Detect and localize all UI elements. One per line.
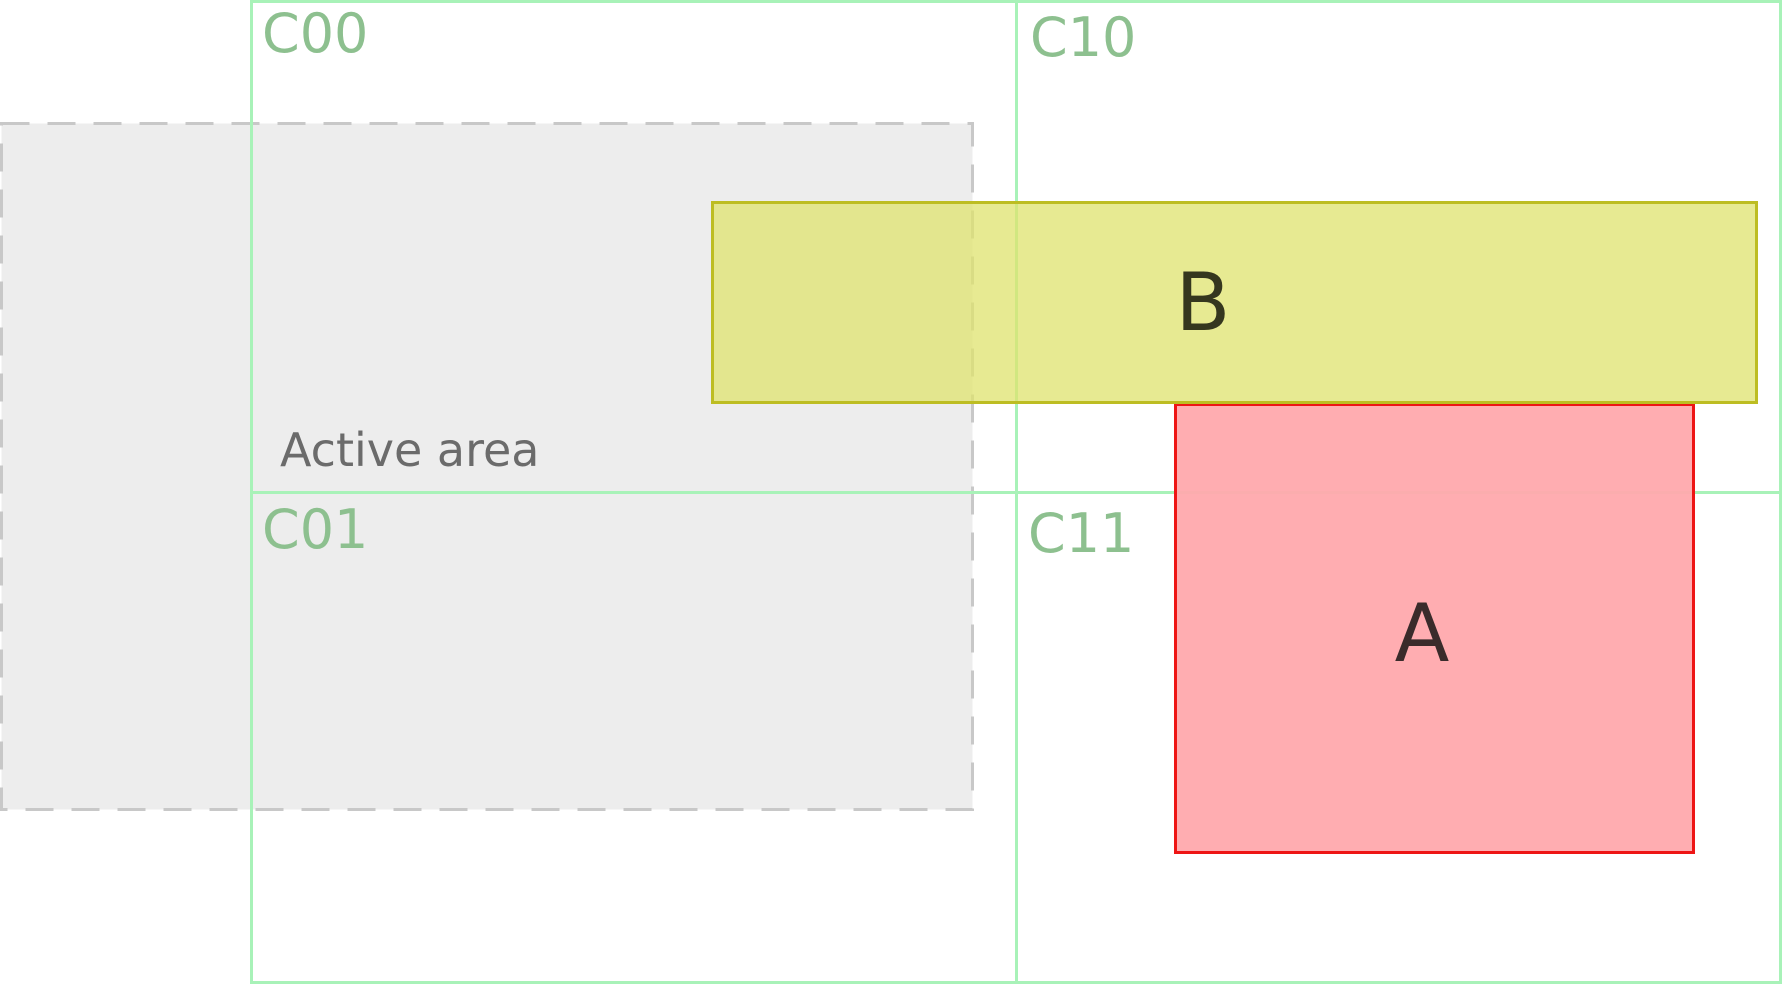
box-a: [1174, 403, 1695, 854]
cell-label-c01: C01: [262, 498, 368, 561]
box-b-label: B: [1176, 256, 1231, 349]
box-a-label: A: [1395, 587, 1450, 680]
active-area-label: Active area: [280, 423, 540, 477]
box-b: [711, 201, 1758, 404]
cell-label-c11: C11: [1028, 502, 1134, 565]
cell-label-c00: C00: [262, 2, 368, 65]
cell-label-c10: C10: [1030, 6, 1136, 69]
